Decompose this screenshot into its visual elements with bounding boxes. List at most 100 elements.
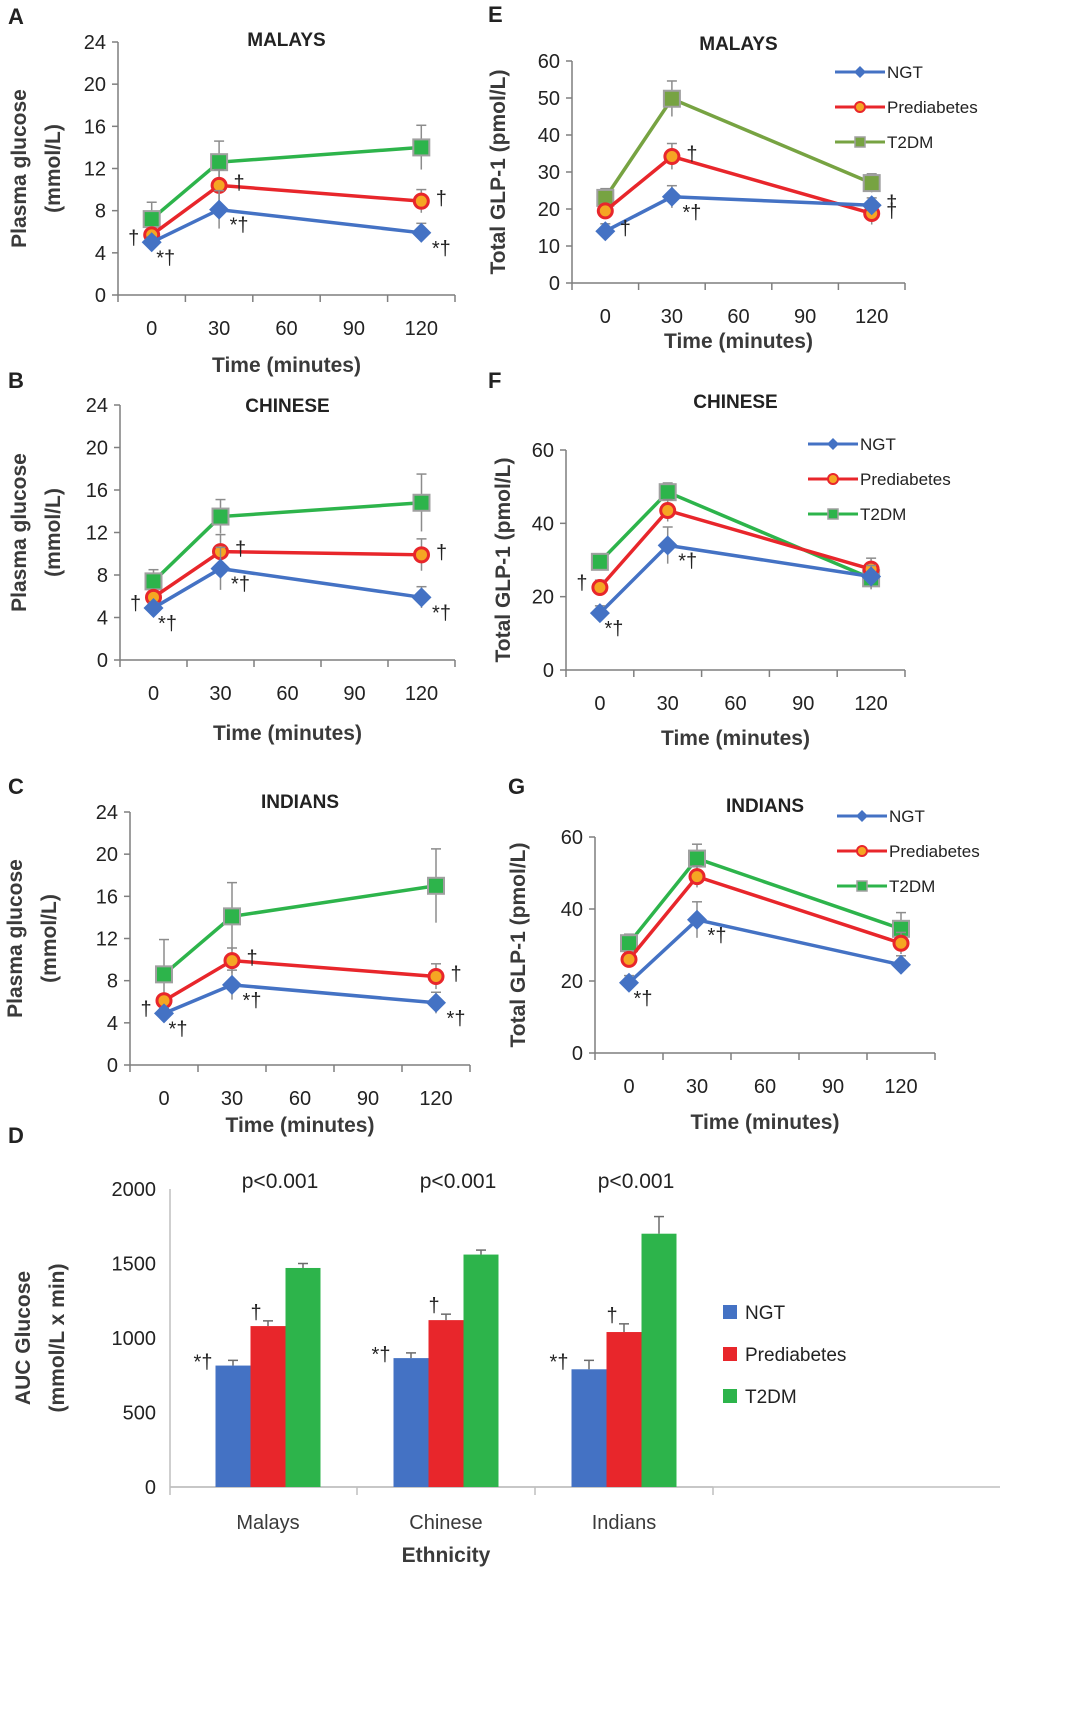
D-legend-swatch-2: [723, 1389, 737, 1403]
E-annotation-3: †: [886, 192, 897, 214]
B-x-tick-label-1: 30: [209, 683, 231, 705]
B-ngt-point-1: [210, 558, 231, 579]
D-bar-t2dm-1: [463, 1254, 499, 1487]
B-y-axis-label-1: (mmol/L): [42, 488, 65, 577]
G-legend-marker-0: [856, 810, 868, 822]
E-x-tick-label-0: 0: [600, 306, 611, 328]
D-bar-ngt-2: [571, 1369, 607, 1487]
F-title: CHINESE: [693, 392, 777, 413]
B-y-tick-label-4: 16: [86, 480, 108, 502]
D-legend-label-1: Prediabetes: [745, 1345, 846, 1366]
A-annotation-0: †: [128, 227, 139, 249]
F-x-tick-label-4: 120: [854, 693, 887, 715]
B-y-tick-label-0: 0: [97, 650, 108, 672]
G-y-tick-label-0: 0: [572, 1043, 583, 1065]
chart-B: B CHINESE 0 4 8 12 16 20 24 0 30 60 90 120 Time (minut…: [8, 368, 456, 745]
F-ngt-line: [598, 543, 872, 615]
F-legend-label-2: T2DM: [860, 505, 906, 524]
A-x-tick-label-2: 60: [275, 318, 297, 340]
B-annotation-5: *†: [432, 602, 451, 624]
B-ngt-line: [152, 566, 422, 610]
G-y-tick-label-3: 60: [561, 827, 583, 849]
panel-letter-E: E: [488, 2, 503, 27]
E-x-axis-label: Time (minutes): [664, 330, 813, 353]
panel-letter-G: G: [508, 774, 525, 799]
E-y-axis-label-0: Total GLP-1 (pmol/L): [487, 70, 510, 275]
F-x-tick-label-3: 90: [792, 693, 814, 715]
D-p-value-0: p<0.001: [242, 1170, 319, 1193]
E-y-tick-label-3: 30: [538, 162, 560, 184]
D-x-axis-label: Ethnicity: [402, 1544, 491, 1567]
A-annotation-4: †: [436, 188, 447, 210]
E-y-tick-label-4: 40: [538, 125, 560, 147]
B-x-axis-label: Time (minutes): [213, 722, 362, 745]
F-t2dm-point-1: [658, 483, 677, 502]
E-ngt-line: [604, 195, 872, 233]
F-legend-marker-0: [827, 438, 839, 450]
A-prediabetes-point-2: [412, 192, 430, 210]
B-annotation-2: †: [235, 539, 246, 561]
B-x-tick-label-3: 90: [343, 683, 365, 705]
B-x-tick-label-0: 0: [148, 683, 159, 705]
G-legend-marker-2: [856, 880, 868, 892]
E-prediabetes-point-1: [663, 147, 681, 165]
F-prediabetes-point-0: [591, 579, 609, 596]
E-y-tick-label-6: 60: [538, 51, 560, 73]
panel-letter-B: B: [8, 368, 24, 393]
D-annotation-5: †: [606, 1305, 617, 1327]
G-legend-label-0: NGT: [889, 807, 925, 826]
C-y-tick-label-3: 12: [96, 929, 118, 951]
F-ngt-point-0: [589, 603, 610, 624]
C-x-tick-label-1: 30: [221, 1088, 243, 1110]
C-x-tick-label-4: 120: [419, 1088, 452, 1110]
F-legend-label-0: NGT: [860, 435, 896, 454]
D-bar-t2dm-2: [641, 1233, 677, 1487]
D-y-tick-label-4: 2000: [112, 1179, 157, 1201]
B-y-tick-label-2: 8: [97, 565, 108, 587]
C-t2dm-point-1: [223, 907, 241, 926]
B-y-axis-label-0: Plasma glucose: [8, 453, 31, 612]
G-legend-label-2: T2DM: [889, 877, 935, 896]
F-annotation-1: *†: [604, 618, 623, 640]
F-legend-marker-2: [827, 508, 839, 520]
B-annotation-3: *†: [231, 574, 250, 596]
G-annotation-0: *†: [634, 988, 653, 1010]
G-prediabetes-point-2: [892, 934, 910, 952]
A-annotation-1: *†: [156, 247, 175, 269]
F-t2dm-point-0: [590, 552, 609, 571]
E-ngt-point-0: [595, 221, 616, 242]
B-ngt-point-2: [411, 587, 432, 608]
C-x-tick-label-3: 90: [357, 1088, 379, 1110]
A-x-tick-label-3: 90: [343, 318, 365, 340]
G-x-tick-label-0: 0: [623, 1076, 634, 1098]
E-t2dm-point-1: [662, 89, 681, 108]
E-legend-marker-2: [854, 136, 866, 148]
C-t2dm-line: [162, 884, 437, 976]
B-y-tick-label-6: 24: [86, 395, 108, 417]
F-y-tick-label-1: 20: [532, 587, 554, 609]
D-p-value-1: p<0.001: [420, 1170, 497, 1193]
F-legend-marker-1: [827, 473, 839, 485]
C-prediabetes-point-1: [223, 952, 241, 970]
G-prediabetes-point-0: [620, 950, 638, 968]
B-ngt-point-0: [143, 597, 164, 618]
F-x-tick-label-2: 60: [724, 693, 746, 715]
chart-A: A MALAYS 0 4 8 12 16 20 24 0 30 60 90 120 Time (minute…: [8, 4, 456, 377]
C-ngt-point-0: [154, 1003, 174, 1024]
E-t2dm-line: [603, 96, 873, 199]
E-y-tick-label-2: 20: [538, 199, 560, 221]
B-annotation-1: *†: [158, 613, 177, 635]
D-annotation-1: †: [250, 1302, 261, 1324]
C-t2dm-point-0: [155, 965, 173, 984]
B-annotation-0: †: [130, 593, 141, 615]
G-legend-marker-1: [856, 845, 868, 857]
D-y-tick-label-0: 0: [145, 1477, 156, 1499]
D-bar-ngt-0: [215, 1365, 251, 1487]
D-legend-label-2: T2DM: [745, 1387, 797, 1408]
F-x-tick-label-0: 0: [594, 693, 605, 715]
G-x-axis-label: Time (minutes): [691, 1111, 840, 1134]
D-annotation-4: *†: [550, 1351, 569, 1373]
C-annotation-3: *†: [243, 990, 262, 1012]
C-prediabetes-point-2: [427, 967, 445, 985]
F-y-tick-label-3: 60: [532, 440, 554, 462]
